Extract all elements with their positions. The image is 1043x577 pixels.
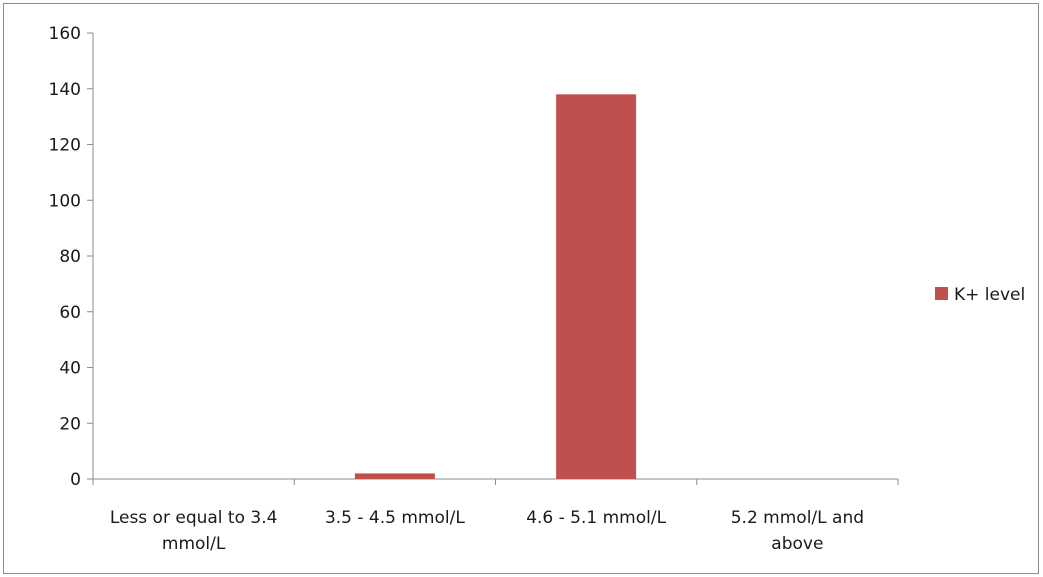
x-category-label: Less or equal to 3.4 <box>110 508 278 528</box>
y-tick-label: 140 <box>49 80 81 100</box>
y-tick-label: 80 <box>59 247 81 267</box>
y-tick-label: 100 <box>49 191 81 211</box>
y-tick-label: 40 <box>59 359 81 379</box>
legend-label: K+ level <box>954 285 1025 305</box>
bar <box>354 473 435 479</box>
x-category-label: mmol/L <box>162 534 226 554</box>
legend-swatch <box>935 287 948 300</box>
y-axis: 0 20 40 60 80 100 120 140 160 <box>49 24 94 490</box>
x-category-label: 5.2 mmol/L and <box>731 508 864 528</box>
x-category-label: 4.6 - 5.1 mmol/L <box>526 508 666 528</box>
y-tick-label: 160 <box>49 24 81 44</box>
y-tick-label: 120 <box>49 136 81 156</box>
y-tick-label: 60 <box>59 303 81 323</box>
x-axis: Less or equal to 3.4 mmol/L 3.5 - 4.5 mmol… <box>92 478 899 554</box>
bars <box>354 94 637 479</box>
bar <box>556 94 637 479</box>
x-category-label: 3.5 - 4.5 mmol/L <box>325 508 465 528</box>
y-tick-label: 20 <box>59 414 81 434</box>
x-category-label: above <box>771 534 823 554</box>
legend: K+ level <box>935 285 1025 305</box>
y-tick-label: 0 <box>70 470 81 490</box>
